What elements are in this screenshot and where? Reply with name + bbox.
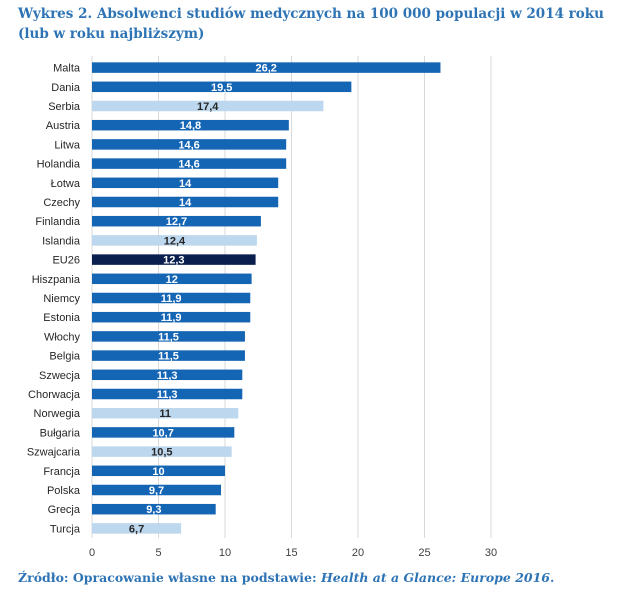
x-tick-label: 15 bbox=[285, 547, 297, 559]
category-label: Szwecja bbox=[39, 370, 81, 382]
category-label: Estonia bbox=[43, 312, 81, 324]
bar bbox=[92, 484, 222, 496]
bar bbox=[92, 465, 225, 477]
category-label: Malta bbox=[53, 63, 81, 75]
data-label: 26,2 bbox=[256, 63, 277, 75]
category-label: Norwegia bbox=[34, 408, 81, 420]
data-label: 10 bbox=[152, 466, 164, 478]
category-label: EU26 bbox=[52, 255, 80, 267]
bar bbox=[92, 446, 232, 457]
category-label: Włochy bbox=[44, 331, 81, 343]
data-label: 11,9 bbox=[161, 293, 182, 305]
data-label: 11,5 bbox=[158, 351, 179, 363]
data-label: 12,7 bbox=[166, 216, 187, 228]
x-tick-label: 5 bbox=[155, 547, 161, 559]
bar bbox=[92, 119, 289, 131]
source-italic: Health at a Glance: Europe 2016 bbox=[320, 570, 550, 585]
category-label: Czechy bbox=[43, 197, 80, 209]
chart-svg: 0 5 10 15 20 25 30 Malta 26,2 Dania 19,5 Serbia 17,4… bbox=[27, 56, 497, 559]
bar bbox=[92, 215, 261, 227]
source-note: Źródło: Opracowanie własne na podstawie:… bbox=[18, 570, 618, 585]
data-label: 14 bbox=[179, 197, 192, 209]
data-label: 14,6 bbox=[178, 139, 199, 151]
category-label: Bułgaria bbox=[40, 427, 81, 439]
category-label: Szwajcaria bbox=[27, 447, 81, 459]
x-tick-label: 25 bbox=[418, 547, 430, 559]
category-label: Serbia bbox=[48, 101, 81, 113]
bar bbox=[92, 427, 235, 438]
bar bbox=[92, 503, 216, 515]
category-label: Litwa bbox=[54, 139, 81, 151]
category-label: Polska bbox=[47, 485, 81, 497]
data-label: 11,3 bbox=[157, 370, 178, 382]
category-label: Belgia bbox=[49, 351, 80, 363]
x-tick-label: 20 bbox=[352, 547, 364, 559]
bar bbox=[92, 235, 257, 246]
data-label: 14,6 bbox=[178, 159, 199, 171]
data-label: 14,8 bbox=[180, 120, 201, 132]
data-label: 12,3 bbox=[163, 255, 184, 267]
bar bbox=[92, 292, 251, 304]
x-tick-label: 30 bbox=[485, 547, 497, 559]
data-label: 12,4 bbox=[164, 235, 186, 247]
bar bbox=[92, 62, 441, 73]
bar bbox=[92, 177, 279, 189]
bar bbox=[92, 81, 352, 93]
bar bbox=[92, 523, 182, 534]
category-label: Holandia bbox=[37, 159, 81, 171]
bar bbox=[92, 158, 287, 169]
data-label: 11 bbox=[159, 408, 171, 420]
bar bbox=[92, 350, 245, 361]
category-label: Niemcy bbox=[43, 293, 80, 305]
bar bbox=[92, 139, 287, 150]
category-label: Dania bbox=[51, 82, 81, 94]
bar bbox=[92, 311, 251, 323]
data-label: 17,4 bbox=[197, 101, 219, 113]
category-label: Turcja bbox=[50, 523, 81, 535]
data-label: 11,5 bbox=[158, 331, 179, 343]
chart-title: Wykres 2. Absolwenci studiów medycznych … bbox=[18, 6, 604, 42]
category-label: Łotwa bbox=[51, 178, 81, 190]
source-suffix: . bbox=[550, 570, 555, 585]
bar bbox=[92, 388, 243, 400]
bar-chart: 0 5 10 15 20 25 30 Malta 26,2 Dania 19,5 Serbia 17,4… bbox=[0, 50, 626, 570]
data-label: 6,7 bbox=[129, 523, 144, 535]
category-label: Chorwacja bbox=[28, 389, 81, 401]
bar bbox=[92, 331, 245, 342]
bar bbox=[92, 254, 256, 265]
bar bbox=[92, 196, 279, 208]
data-label: 10,7 bbox=[152, 427, 173, 439]
data-label: 9,3 bbox=[146, 504, 161, 516]
category-label: Hiszpania bbox=[32, 274, 81, 286]
data-label: 14 bbox=[179, 178, 192, 190]
category-label: Islandia bbox=[42, 235, 81, 247]
data-label: 19,5 bbox=[211, 82, 232, 94]
data-label: 12 bbox=[166, 274, 178, 286]
category-label: Francja bbox=[43, 466, 81, 478]
bar bbox=[92, 273, 252, 285]
category-label: Austria bbox=[46, 120, 81, 132]
category-label: Finlandia bbox=[35, 216, 81, 228]
bar bbox=[92, 100, 324, 112]
category-label: Grecja bbox=[48, 504, 81, 516]
source-prefix: Źródło: Opracowanie własne na podstawie: bbox=[18, 570, 321, 585]
data-label: 11,3 bbox=[157, 389, 178, 401]
data-label: 9,7 bbox=[149, 485, 164, 497]
bar bbox=[92, 407, 239, 419]
x-tick-label: 0 bbox=[89, 547, 95, 559]
data-label: 10,5 bbox=[151, 447, 172, 459]
x-tick-label: 10 bbox=[219, 547, 231, 559]
bar bbox=[92, 369, 243, 381]
data-label: 11,9 bbox=[161, 312, 182, 324]
